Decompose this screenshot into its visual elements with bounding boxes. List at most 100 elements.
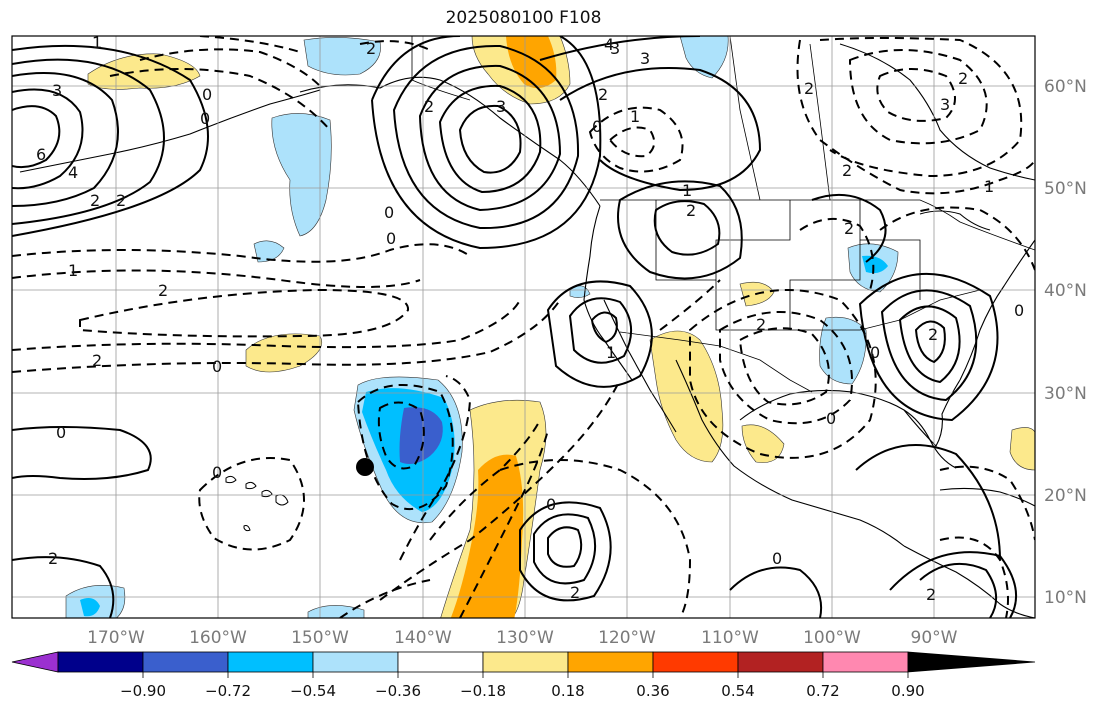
contour-label: 2	[48, 549, 58, 568]
border-us-mexico	[619, 331, 813, 393]
contour-label: 2	[424, 97, 434, 116]
contour-cal-low-1	[590, 311, 618, 344]
contour-neg-nepac-1	[12, 243, 471, 263]
contour-label: 0	[384, 203, 394, 222]
contour-label: 1	[606, 343, 616, 362]
colorbar-segment	[567, 651, 654, 673]
colorbar-segment	[652, 651, 739, 673]
contour-neg-southwest-3	[689, 289, 877, 459]
colorbar-extend-high	[907, 651, 1036, 673]
contour-label: 1	[630, 107, 640, 126]
contour-label: 0	[826, 409, 836, 428]
contour-neg-bering-1	[139, 48, 321, 87]
contour-sub-high-1	[547, 526, 583, 568]
colorbar-label: 0.36	[636, 682, 669, 700]
contour-label: 2	[804, 79, 814, 98]
shade-pos-mexico-west	[649, 330, 724, 463]
colorbar-label: 0.90	[891, 682, 924, 700]
contour-label: 3	[496, 97, 506, 116]
colorbar-extend-low	[11, 651, 59, 673]
map-title: 2025080100 F108	[445, 8, 602, 28]
contour-label: 2	[598, 85, 608, 104]
colorbar-label: 0.18	[551, 682, 584, 700]
coast-hudson	[839, 43, 1035, 181]
contour-label: 0	[592, 117, 602, 136]
contour-label: 2	[92, 351, 102, 370]
contour-neg-gulf-1	[359, 40, 431, 51]
lon-label: 110°W	[701, 628, 759, 648]
shade-neg-southwest-core	[80, 598, 100, 617]
colorbar-segment	[397, 651, 484, 673]
lat-label: 50°N	[1044, 179, 1087, 199]
contour-neg-central-4	[198, 457, 305, 551]
lon-label: 120°W	[598, 628, 656, 648]
lon-label: 150°W	[291, 628, 349, 648]
storm-position-marker	[356, 458, 374, 476]
contour-alaska-high-2	[438, 84, 542, 194]
shade-neg-north-canada	[679, 36, 729, 79]
coast-gulf	[739, 389, 957, 469]
contour-neg-central-2	[356, 383, 454, 511]
contour-rockies-high	[653, 200, 721, 256]
contour-label: 2	[926, 585, 936, 604]
contour-high-westpac-1	[12, 105, 61, 169]
contour-label: 3	[640, 49, 650, 68]
contour-east-high-1	[914, 320, 946, 364]
contour-label: 0	[546, 495, 556, 514]
contour-label: 2	[842, 161, 852, 180]
contour-neg-canada-1	[588, 106, 684, 173]
contour-label: 0	[56, 423, 66, 442]
contour-hawaii-high	[12, 426, 152, 480]
colorbar-label: −0.90	[120, 682, 166, 700]
contour-label: 0	[212, 463, 222, 482]
contour-se-4	[855, 444, 1001, 561]
contour-neg-central-6	[379, 379, 621, 601]
contour-neg-se	[939, 536, 1009, 618]
border-states-4	[859, 200, 921, 300]
colorbar-segment	[737, 651, 824, 673]
colorbar-segment	[57, 651, 144, 673]
border-provinces	[729, 36, 831, 201]
lat-label: 40°N	[1044, 281, 1087, 301]
colorbar-segment	[822, 651, 909, 673]
contour-label: 0	[386, 229, 396, 248]
colorbar-label: 0.54	[721, 682, 754, 700]
border-us-canada	[600, 199, 1035, 251]
island-1	[225, 475, 237, 484]
colorbar-ticks	[142, 672, 909, 678]
contour-label: 2	[366, 39, 376, 58]
colorbar-labels: −0.90 −0.72 −0.54 −0.36 −0.18 0.18 0.36 …	[120, 682, 925, 700]
contour-label: 2	[844, 219, 854, 238]
contour-neg-nepac-4	[12, 299, 521, 351]
contour-neg-central-3	[399, 375, 472, 561]
shade-pos-atlantic	[1009, 427, 1035, 471]
contour-sub-high-2	[533, 513, 597, 585]
contour-label: 0	[202, 85, 212, 104]
contour-sub-high-3	[519, 501, 612, 602]
contour-alaska-high-1	[458, 104, 522, 174]
contour-label: 3	[52, 81, 62, 100]
coast-mexico-west	[675, 359, 905, 547]
contour-label: 1	[92, 33, 102, 52]
contour-label: 2	[570, 583, 580, 602]
contour-neg-southwest-4	[659, 279, 721, 331]
colorbar-label: −0.18	[460, 682, 506, 700]
shade-pos-gulf-coast	[741, 424, 785, 463]
lon-label: 140°W	[394, 628, 452, 648]
contour-neg-nepac-3	[79, 288, 409, 338]
contour-neg-nepac-5	[12, 299, 561, 373]
contour-high-westpac-4	[12, 58, 165, 225]
contour-label: 0	[772, 549, 782, 568]
colorbar-label: −0.36	[375, 682, 421, 700]
contour-label: 0	[212, 357, 222, 376]
contour-alaska-high-4	[392, 44, 580, 230]
contour-neg-hudson-4	[796, 39, 1035, 195]
contour-neg-bering-3	[199, 36, 301, 53]
contour-label: 6	[36, 145, 46, 164]
contour-label: 2	[116, 191, 126, 210]
contours-positive	[12, 36, 1017, 618]
lat-label: 20°N	[1044, 486, 1087, 506]
contour-cal-low-3	[546, 280, 653, 388]
contour-alaska-high-5	[371, 36, 602, 250]
contour-label: 0	[1014, 301, 1024, 320]
